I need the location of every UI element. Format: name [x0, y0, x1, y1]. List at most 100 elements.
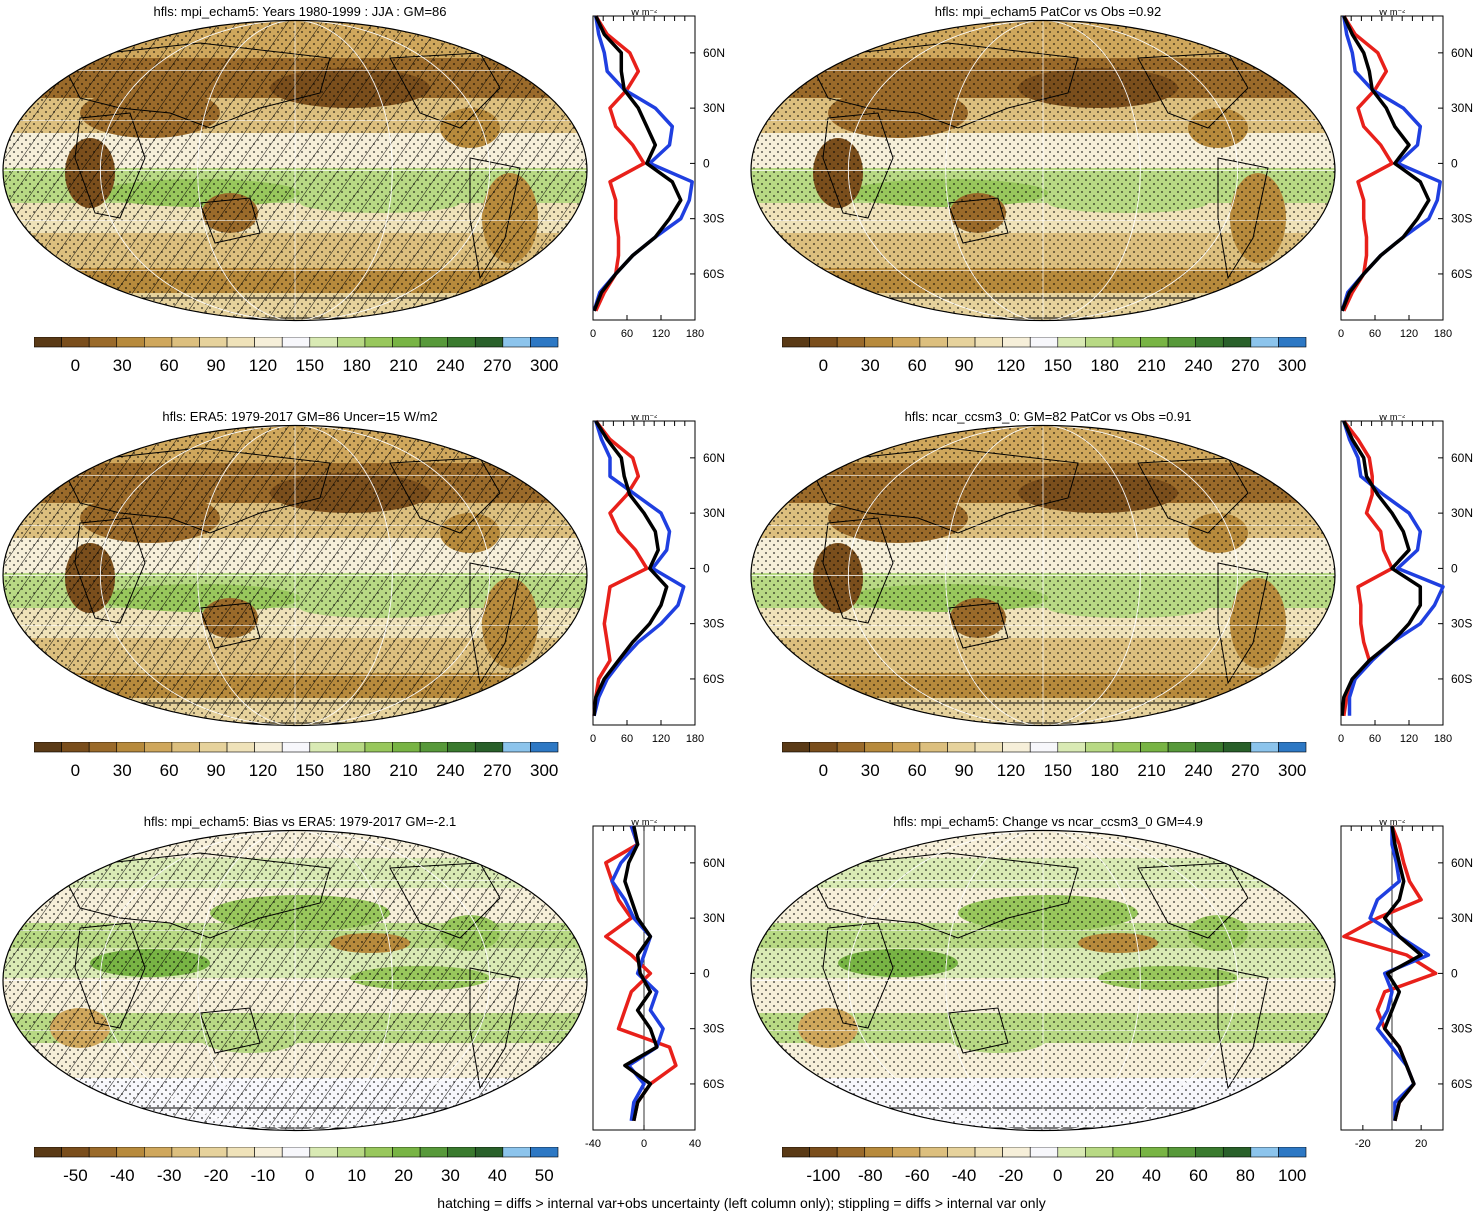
panel-p4: hfls: ncar_ccsm3_0: GM=82 PatCor vs Obs …: [748, 405, 1483, 810]
map-border: [2, 424, 588, 727]
panel-p3: hfls: ERA5: 1979-2017 GM=86 Uncer=15 W/m…: [0, 405, 740, 810]
x-tick-label: 60: [1369, 733, 1381, 745]
colorbar-box: [474, 337, 504, 348]
x-tick-label: 180: [1434, 733, 1452, 745]
series-red: [604, 825, 678, 1122]
colorbar-box: [309, 337, 338, 348]
colorbar-box: [836, 1147, 866, 1158]
zonal-profile: W m⁻² 60N 30N 0 30S 60S 0 60 120 180: [590, 415, 725, 745]
graticule-lon: [945, 425, 1141, 726]
colorbar-box: [364, 742, 393, 753]
series-red: [594, 15, 646, 312]
lat-label: 60N: [703, 451, 725, 465]
x-tick-label: 0: [641, 1138, 647, 1150]
colorbar-box: [782, 742, 810, 753]
colorbar-label: 240: [436, 761, 464, 780]
colorbar-box: [1085, 742, 1114, 753]
series-red: [592, 419, 649, 716]
colorbar-box: [1195, 742, 1224, 753]
lat-label: 30S: [703, 1022, 724, 1036]
x-tick-label: 0: [590, 328, 596, 340]
colorbar-box: [892, 742, 921, 753]
colorbar-box: [419, 337, 448, 348]
colorbar-box: [171, 742, 200, 753]
zonal-profile: W m⁻² 60N 30N 0 30S 60S -20 20: [1340, 820, 1473, 1150]
colorbar-label: 0: [1053, 1166, 1062, 1185]
colorbar-box: [474, 742, 504, 753]
map-border: [750, 829, 1336, 1132]
x-tick-label: -40: [585, 1138, 601, 1150]
global-map: [750, 424, 1336, 727]
colorbar-label: -30: [157, 1166, 182, 1185]
profile-frame: [1340, 15, 1444, 321]
x-tick-label: 40: [689, 1138, 701, 1150]
lat-label: 0: [703, 561, 710, 575]
colorbar-box: [1195, 337, 1224, 348]
colorbar-box: [199, 742, 228, 753]
colorbar-box: [1112, 742, 1141, 753]
series-blue: [592, 420, 686, 717]
graticule-lon: [99, 20, 491, 321]
colorbar-box: [364, 1147, 393, 1158]
profile-unit: W m⁻²: [1379, 820, 1405, 827]
colorbar-box: [1167, 1147, 1196, 1158]
colorbar-box: [1278, 337, 1307, 348]
map-field: [3, 20, 587, 321]
lat-label: 30N: [703, 101, 725, 115]
panel-title: hfls: mpi_echam5 PatCor vs Obs =0.92: [934, 4, 1162, 19]
colorbar-box: [864, 1147, 893, 1158]
x-tick-label: -20: [1355, 1138, 1371, 1150]
colorbar-box: [254, 742, 283, 753]
colorbar-label: 240: [1184, 761, 1212, 780]
x-tick-label: 120: [652, 733, 670, 745]
colorbar-label: 180: [342, 761, 370, 780]
colorbar-box: [419, 1147, 448, 1158]
colorbar-box: [1195, 1147, 1224, 1158]
series-black: [1340, 15, 1431, 312]
colorbar-label: 300: [1278, 356, 1306, 375]
colorbar-box: [1140, 337, 1169, 348]
colorbar-box: [447, 1147, 476, 1158]
colorbar-label: 0: [71, 356, 80, 375]
lat-label: 60S: [703, 1077, 724, 1091]
profile-frame: [592, 15, 696, 321]
lat-label: 30S: [1451, 212, 1472, 226]
colorbar-box: [974, 337, 1003, 348]
colorbar-box: [226, 1147, 255, 1158]
colorbar-box: [337, 337, 366, 348]
colorbar-label: -50: [63, 1166, 88, 1185]
colorbar-box: [1057, 337, 1086, 348]
colorbar-box: [474, 1147, 504, 1158]
colorbar-box: [864, 742, 893, 753]
map-field: [751, 20, 1335, 321]
colorbar-box: [171, 1147, 200, 1158]
colorbar-box: [1029, 1147, 1059, 1158]
colorbar-label: 300: [530, 356, 558, 375]
colorbar-box: [61, 337, 90, 348]
colorbar-label: 100: [1278, 1166, 1306, 1185]
colorbar-label: 270: [1231, 761, 1259, 780]
global-map: [750, 829, 1336, 1132]
colorbar-box: [782, 1147, 810, 1158]
colorbar-label: 80: [1236, 1166, 1255, 1185]
colorbar-label: 0: [819, 356, 828, 375]
colorbar-label: 30: [861, 356, 880, 375]
lat-label: 30S: [703, 617, 724, 631]
colorbar-box: [892, 337, 921, 348]
colorbar-box: [116, 742, 145, 753]
colorbar-label: 60: [908, 761, 927, 780]
colorbar-label: 270: [483, 356, 511, 375]
colorbar-label: 180: [1090, 761, 1118, 780]
series-black: [592, 15, 683, 312]
colorbar-label: 0: [305, 1166, 314, 1185]
colorbar-box: [836, 337, 866, 348]
colorbar-label: 210: [1137, 761, 1165, 780]
colorbar-label: 210: [389, 356, 417, 375]
colorbar-label: 240: [1184, 356, 1212, 375]
colorbar-box: [919, 742, 948, 753]
series-red: [1342, 419, 1394, 717]
colorbar-box: [919, 1147, 948, 1158]
series-black: [592, 420, 669, 716]
zonal-profile: W m⁻² 60N 30N 0 30S 60S 0 60 120 180: [1338, 415, 1473, 745]
colorbar-box: [281, 742, 311, 753]
